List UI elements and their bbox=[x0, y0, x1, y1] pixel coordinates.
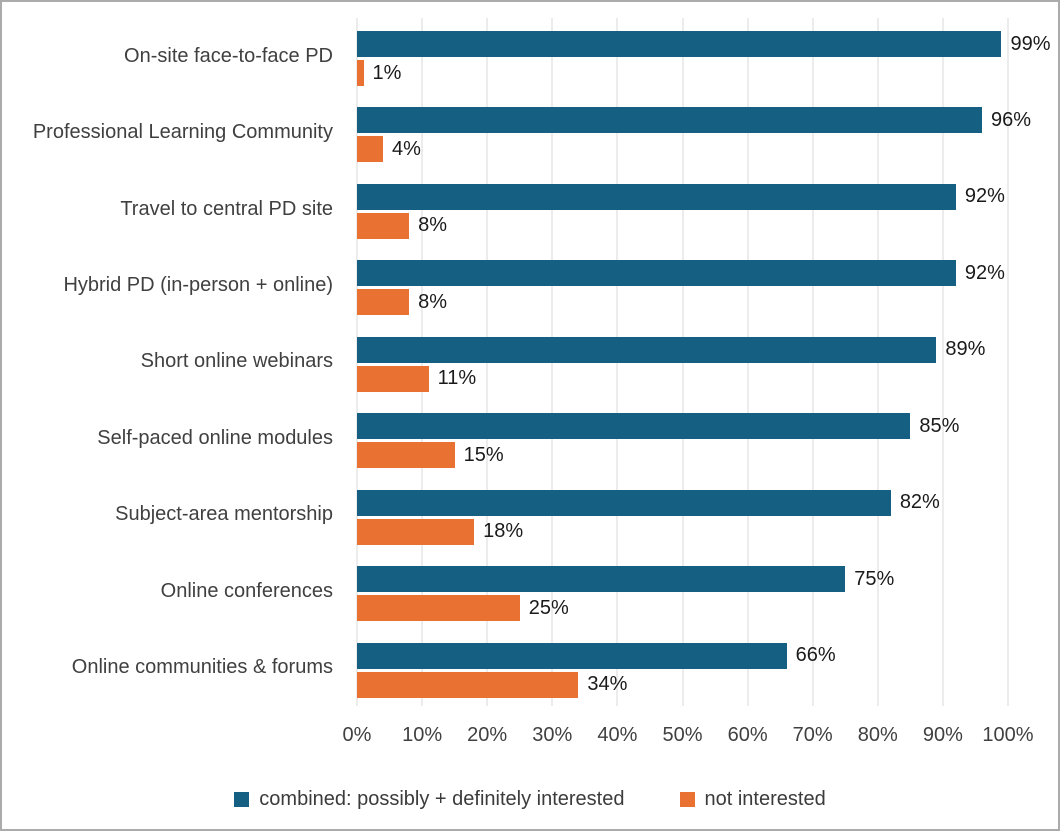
x-axis: 0% 10% 20% 30% 40% 50% 60% 70% 80% 90% 100% bbox=[343, 724, 1034, 750]
x-axis-tick: 60% bbox=[727, 724, 768, 746]
bar-group-line: 92% bbox=[357, 183, 1008, 210]
bar-interested bbox=[357, 566, 846, 593]
bar-interested bbox=[357, 183, 956, 210]
bar-not-interested bbox=[357, 136, 384, 163]
plot-area: 99% 1% 96% 4% 92% 8% 92% 8% 89% 11% 85% 15% 82% 18% 75… bbox=[356, 18, 1051, 706]
value-label: 25% bbox=[528, 596, 569, 619]
x-axis-tick: 90% bbox=[922, 724, 963, 746]
bar-group-line: 99% bbox=[357, 31, 1051, 57]
chart-row: 92% 8% bbox=[357, 247, 1008, 323]
legend-item-interested: combined: possibly + definitely interest… bbox=[234, 788, 625, 811]
category-label: Self-paced online modules bbox=[97, 426, 333, 449]
bar-not-interested bbox=[357, 289, 410, 316]
x-axis-tick: 10% bbox=[402, 724, 443, 746]
category-axis: On-site face-to-face PD Professional Lear… bbox=[2, 18, 345, 706]
value-label: 11% bbox=[437, 367, 477, 390]
value-label: 4% bbox=[392, 137, 421, 160]
bar-group-line: 8% bbox=[357, 212, 1008, 239]
chart-row: 96% 4% bbox=[357, 94, 1031, 170]
bar-group-line: 82% bbox=[357, 489, 1008, 516]
value-label: 92% bbox=[964, 261, 1005, 284]
bar-group-line: 4% bbox=[357, 136, 1008, 163]
bar-group-line: 85% bbox=[357, 413, 1008, 440]
legend-label-not-interested: not interested bbox=[704, 788, 826, 810]
bar-interested bbox=[357, 489, 891, 516]
x-axis-tick: 100% bbox=[982, 724, 1034, 746]
gridline bbox=[1007, 18, 1009, 706]
bar-interested bbox=[357, 642, 787, 669]
value-label: 8% bbox=[418, 214, 447, 237]
chart-row: 66% 34% bbox=[357, 630, 1008, 706]
bar-group-line: 75% bbox=[357, 566, 1008, 593]
value-label: 85% bbox=[919, 414, 960, 437]
legend-item-not-interested: not interested bbox=[679, 788, 826, 811]
category-label: On-site face-to-face PD bbox=[124, 44, 333, 67]
bar-group-line: 1% bbox=[357, 60, 1008, 86]
bar-interested bbox=[357, 107, 982, 134]
chart-row: 89% 11% bbox=[357, 324, 1008, 400]
bar-group-line: 25% bbox=[357, 595, 1008, 622]
bar-group-line: 92% bbox=[357, 260, 1008, 287]
x-axis-tick: 50% bbox=[662, 724, 703, 746]
gridline bbox=[942, 18, 944, 706]
bar-group-line: 15% bbox=[357, 442, 1008, 469]
value-label: 8% bbox=[418, 290, 447, 313]
x-axis-tick: 0% bbox=[342, 724, 372, 746]
bar-not-interested bbox=[357, 595, 520, 622]
value-label: 34% bbox=[587, 673, 628, 695]
bar-not-interested bbox=[357, 365, 429, 392]
category-label: Professional Learning Community bbox=[32, 121, 333, 144]
category-label: Subject-area mentorship bbox=[115, 503, 333, 526]
x-axis-tick: 70% bbox=[792, 724, 833, 746]
bar-rows: 99% 1% 96% 4% 92% 8% 92% 8% 89% 11% 85% 15% 82% 18% 75… bbox=[357, 18, 1051, 706]
bar-group-line: 66% bbox=[357, 642, 1008, 669]
legend: combined: possibly + definitely interest… bbox=[2, 788, 1058, 811]
value-label: 18% bbox=[483, 520, 524, 543]
x-axis-tick: 80% bbox=[857, 724, 898, 746]
value-label: 96% bbox=[990, 108, 1031, 131]
bar-group-line: 96% bbox=[357, 107, 1031, 134]
chart-row: 92% 8% bbox=[357, 171, 1008, 247]
category-label: Online conferences bbox=[160, 579, 333, 602]
x-axis-tick: 30% bbox=[532, 724, 573, 746]
bar-interested bbox=[357, 413, 911, 440]
chart-row: 85% 15% bbox=[357, 400, 1008, 476]
bar-interested bbox=[357, 336, 937, 363]
bar-group-line: 89% bbox=[357, 336, 1008, 363]
value-label: 15% bbox=[463, 443, 504, 466]
chart-row: 82% 18% bbox=[357, 477, 1008, 553]
bar-not-interested bbox=[357, 518, 475, 545]
bar-group-line: 8% bbox=[357, 289, 1008, 316]
bar-not-interested bbox=[357, 212, 410, 239]
bar-not-interested bbox=[357, 442, 455, 469]
legend-swatch-not-interested-icon bbox=[679, 792, 695, 807]
value-label: 99% bbox=[1010, 32, 1051, 55]
legend-swatch-interested-icon bbox=[234, 792, 250, 807]
chart-row: 75% 25% bbox=[357, 553, 1008, 629]
category-label: Travel to central PD site bbox=[120, 197, 333, 220]
x-axis-tick: 40% bbox=[597, 724, 638, 746]
value-label: 1% bbox=[372, 61, 402, 84]
bar-group-line: 34% bbox=[357, 671, 1008, 698]
category-label: Hybrid PD (in-person + online) bbox=[63, 274, 333, 297]
bar-interested bbox=[357, 31, 1002, 57]
category-label: Online communities & forums bbox=[71, 656, 333, 679]
value-label: 82% bbox=[899, 491, 940, 514]
x-axis-tick: 20% bbox=[467, 724, 508, 746]
value-label: 92% bbox=[964, 185, 1005, 208]
legend-label-interested: combined: possibly + definitely interest… bbox=[259, 788, 625, 810]
bar-interested bbox=[357, 260, 956, 287]
value-label: 75% bbox=[854, 567, 895, 590]
bar-group-line: 11% bbox=[357, 365, 1008, 392]
bar-not-interested bbox=[357, 671, 579, 698]
bar-not-interested bbox=[357, 60, 364, 86]
category-label: Short online webinars bbox=[140, 350, 333, 373]
value-label: 89% bbox=[945, 338, 986, 361]
bar-group-line: 18% bbox=[357, 518, 1008, 545]
value-label: 66% bbox=[795, 644, 836, 666]
chart-row: 99% 1% bbox=[357, 18, 1051, 94]
